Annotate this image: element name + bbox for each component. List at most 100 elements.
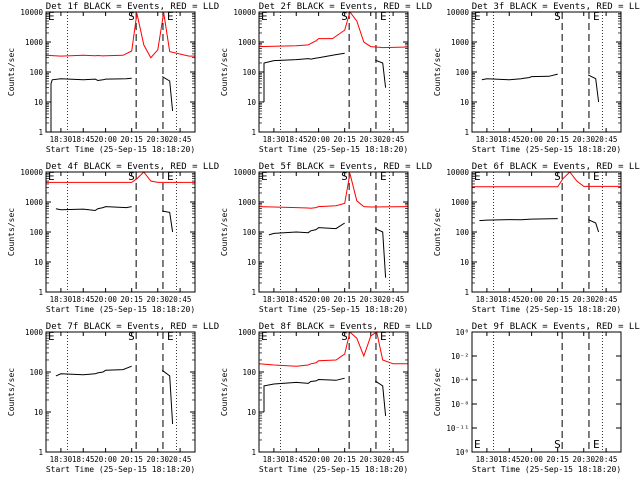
x-axis-label: Start Time (25-Sep-15 18:18:20) xyxy=(259,465,408,474)
x-tick-label: 20:15 xyxy=(546,455,569,464)
marker-letter: E xyxy=(167,170,174,183)
y-tick-label: 10000 xyxy=(20,8,43,17)
marker-letter: E xyxy=(167,330,174,343)
marker-letter: S xyxy=(341,10,348,23)
y-tick-label: 10000 xyxy=(20,168,43,177)
series-line-black-0 xyxy=(263,52,345,102)
x-axis-label: Start Time (25-Sep-15 18:18:20) xyxy=(46,145,195,154)
x-tick-label: 20:45 xyxy=(169,455,192,464)
marker-letter: E xyxy=(593,438,600,451)
plot-frame xyxy=(258,11,409,133)
marker-letter: S xyxy=(554,438,561,451)
panel-1: Det 1f BLACK = Events, RED = LLD Counts/s… xyxy=(7,2,219,154)
x-axis-label: Start Time (25-Sep-15 18:18:20) xyxy=(472,145,621,154)
y-tick-label: 10⁰ xyxy=(455,328,469,337)
y-tick-label: 1000 xyxy=(451,38,470,47)
x-tick-label: 20:30 xyxy=(146,295,169,304)
series-line-black-0 xyxy=(50,77,132,132)
plot-frame xyxy=(45,11,196,133)
marker-letter: E xyxy=(380,330,387,343)
panel-2: Det 2f BLACK = Events, RED = LLD Counts/s… xyxy=(220,2,432,154)
marker-letter: S xyxy=(128,10,135,23)
y-tick-label: 10000 xyxy=(233,8,256,17)
y-tick-label: 1000 xyxy=(25,328,44,337)
y-tick-label: 1 xyxy=(251,288,256,297)
plot-frame xyxy=(471,331,622,453)
plot-frame xyxy=(258,331,409,453)
x-tick-label: 18:30 xyxy=(476,455,499,464)
y-tick-label: 10000 xyxy=(446,8,469,17)
marker-letter: E xyxy=(474,170,481,183)
panel-4: Det 4f BLACK = Events, RED = LLD Counts/s… xyxy=(7,162,219,314)
x-tick-label: 18:30 xyxy=(263,455,286,464)
series-line-black-1 xyxy=(587,74,600,103)
y-axis-label: Counts/sec xyxy=(7,208,16,256)
y-tick-label: 10000 xyxy=(233,168,256,177)
series-line-black-1 xyxy=(375,59,387,88)
marker-letter: E xyxy=(380,170,387,183)
series-line-black-0 xyxy=(55,365,132,377)
panel-7: Det 7f BLACK = Events, RED = LLD Counts/s… xyxy=(7,322,219,474)
x-tick-label: 18:45 xyxy=(498,295,521,304)
y-tick-label: 1000 xyxy=(451,198,470,207)
y-tick-label: 1000 xyxy=(25,198,44,207)
marker-letter: E xyxy=(48,170,55,183)
plot-frame xyxy=(45,331,196,453)
series-line-red-0 xyxy=(258,10,409,49)
x-tick-label: 20:15 xyxy=(546,295,569,304)
x-tick-label: 18:45 xyxy=(72,295,95,304)
series-line-red-0 xyxy=(258,173,409,209)
y-tick-label: 100 xyxy=(29,228,43,237)
panel-title: Det 8f BLACK = Events, RED = LLD xyxy=(259,322,432,332)
panel-5: Det 5f BLACK = Events, RED = LLD Counts/s… xyxy=(220,162,432,314)
x-tick-label: 20:15 xyxy=(120,135,143,144)
y-tick-label: 10⁻¹¹ xyxy=(446,424,469,433)
y-tick-label: 1 xyxy=(38,128,43,137)
x-tick-label: 18:45 xyxy=(72,455,95,464)
marker-letter: E xyxy=(48,10,55,23)
panel-title: Det 1f BLACK = Events, RED = LLD xyxy=(46,2,219,12)
x-tick-label: 20:30 xyxy=(146,455,169,464)
x-tick-label: 20:15 xyxy=(120,455,143,464)
y-tick-label: 10 xyxy=(34,408,44,417)
x-axis-label: Start Time (25-Sep-15 18:18:20) xyxy=(46,465,195,474)
y-axis-label: Counts/sec xyxy=(433,48,442,96)
marker-letter: E xyxy=(380,10,387,23)
x-tick-label: 18:30 xyxy=(263,135,286,144)
marker-letter: E xyxy=(48,330,55,343)
panel-title: Det 3f BLACK = Events, RED = LLD xyxy=(472,2,640,12)
x-tick-label: 20:45 xyxy=(382,295,405,304)
marker-letter: S xyxy=(341,330,348,343)
marker-letter: E xyxy=(167,10,174,23)
series-line-red-0 xyxy=(46,171,195,183)
y-tick-label: 1000 xyxy=(238,38,257,47)
marker-letter: E xyxy=(474,438,481,451)
x-tick-label: 20:45 xyxy=(595,455,618,464)
x-tick-label: 20:15 xyxy=(333,455,356,464)
marker-letter: S xyxy=(341,170,348,183)
y-axis-label: Counts/sec xyxy=(433,208,442,256)
x-tick-label: 20:00 xyxy=(307,295,330,304)
panel-title: Det 4f BLACK = Events, RED = LLD xyxy=(46,162,219,172)
y-tick-label: 10 xyxy=(460,98,470,107)
y-tick-label: 10⁻² xyxy=(451,352,469,361)
x-tick-label: 20:45 xyxy=(382,455,405,464)
marker-letter: E xyxy=(261,170,268,183)
y-tick-label: 1000 xyxy=(238,328,257,337)
x-tick-label: 18:30 xyxy=(50,455,73,464)
y-tick-label: 10⁻⁴ xyxy=(451,376,469,385)
y-tick-label: 1 xyxy=(251,448,256,457)
x-tick-label: 20:45 xyxy=(595,295,618,304)
x-tick-label: 18:45 xyxy=(498,135,521,144)
y-tick-label: 100 xyxy=(29,368,43,377)
panel-8: Det 8f BLACK = Events, RED = LLD Counts/s… xyxy=(220,322,432,474)
x-tick-label: 20:15 xyxy=(546,135,569,144)
x-tick-label: 18:45 xyxy=(72,135,95,144)
marker-letter: E xyxy=(593,170,600,183)
x-tick-label: 20:30 xyxy=(359,135,382,144)
x-tick-label: 18:30 xyxy=(263,295,286,304)
series-line-black-0 xyxy=(263,377,345,412)
x-tick-label: 20:15 xyxy=(333,135,356,144)
x-tick-label: 20:45 xyxy=(169,135,192,144)
